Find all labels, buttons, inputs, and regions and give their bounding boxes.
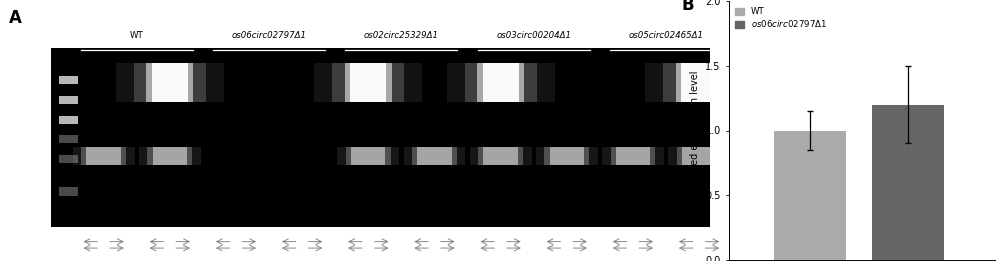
- Bar: [59, 135, 78, 144]
- Bar: [81, 147, 126, 164]
- Bar: [59, 116, 78, 124]
- Bar: [59, 187, 78, 195]
- Bar: [152, 63, 188, 102]
- Bar: [663, 63, 735, 102]
- Bar: [611, 147, 655, 164]
- Bar: [59, 96, 78, 104]
- Bar: [544, 147, 589, 164]
- Text: A: A: [9, 9, 21, 27]
- Bar: [314, 63, 422, 102]
- Bar: [774, 130, 846, 260]
- Bar: [872, 105, 944, 260]
- Bar: [470, 147, 532, 164]
- Bar: [477, 63, 524, 102]
- Text: os06circ02797Δ1: os06circ02797Δ1: [232, 31, 307, 40]
- Text: os05circ02465Δ1: os05circ02465Δ1: [629, 31, 704, 40]
- Bar: [550, 147, 584, 164]
- Text: WT: WT: [130, 31, 144, 40]
- Bar: [668, 147, 730, 164]
- Bar: [51, 48, 710, 227]
- Bar: [139, 147, 201, 164]
- Bar: [677, 147, 721, 164]
- Bar: [645, 63, 753, 102]
- Bar: [147, 147, 192, 164]
- Bar: [447, 63, 555, 102]
- Bar: [116, 63, 224, 102]
- Bar: [483, 63, 519, 102]
- Bar: [483, 147, 518, 164]
- Bar: [59, 76, 78, 84]
- Bar: [681, 63, 717, 102]
- Bar: [332, 63, 404, 102]
- Bar: [345, 63, 392, 102]
- Bar: [682, 147, 716, 164]
- Bar: [536, 147, 598, 164]
- Bar: [412, 147, 457, 164]
- Text: os02circ25329Δ1: os02circ25329Δ1: [364, 31, 439, 40]
- Bar: [59, 155, 78, 163]
- Legend: WT, $\it{os06circ02797\Delta1}$: WT, $\it{os06circ02797\Delta1}$: [733, 5, 829, 31]
- Bar: [337, 147, 399, 164]
- Bar: [616, 147, 650, 164]
- Bar: [351, 147, 385, 164]
- Bar: [146, 63, 193, 102]
- Bar: [404, 147, 465, 164]
- Bar: [346, 147, 391, 164]
- Y-axis label: Related expression level: Related expression level: [690, 71, 700, 190]
- Bar: [134, 63, 206, 102]
- Text: os03circ00204Δ1: os03circ00204Δ1: [496, 31, 571, 40]
- Bar: [478, 147, 523, 164]
- Bar: [602, 147, 664, 164]
- Text: B: B: [681, 0, 694, 14]
- Bar: [153, 147, 187, 164]
- Bar: [73, 147, 135, 164]
- Bar: [86, 147, 121, 164]
- Bar: [676, 63, 723, 102]
- Bar: [465, 63, 537, 102]
- Bar: [417, 147, 452, 164]
- Bar: [350, 63, 386, 102]
